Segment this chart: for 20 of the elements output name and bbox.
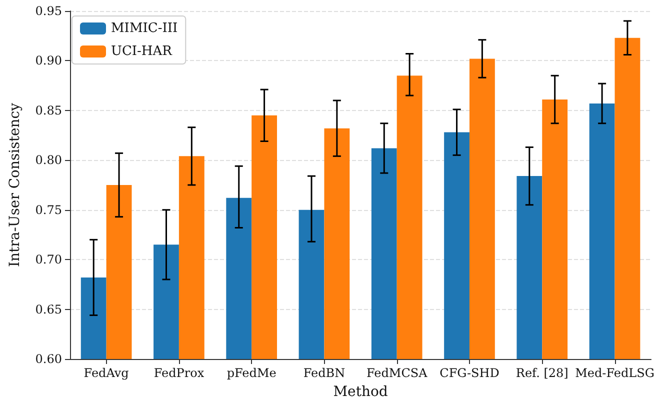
x-tick-label: FedProx bbox=[154, 366, 204, 380]
y-tick-label: 0.95 bbox=[35, 4, 62, 18]
x-axis-title: Method bbox=[333, 384, 388, 400]
y-tick-label: 0.90 bbox=[35, 54, 62, 68]
y-tick-label: 0.65 bbox=[35, 302, 62, 316]
y-tick-label: 0.75 bbox=[35, 202, 62, 217]
legend-label: UCI-HAR bbox=[111, 44, 174, 59]
x-tick-label: Ref. [28] bbox=[516, 366, 568, 380]
y-tick-label: 0.80 bbox=[35, 153, 62, 168]
y-tick-label: 0.70 bbox=[35, 252, 62, 267]
x-tick-label: FedAvg bbox=[84, 366, 130, 380]
x-tick-label: CFG-SHD bbox=[440, 366, 500, 380]
y-axis-title: Intra-User Consistency bbox=[7, 102, 23, 268]
x-tick-label: FedBN bbox=[303, 366, 346, 380]
x-tick-label: pFedMe bbox=[226, 366, 276, 380]
x-tick-label: Med-FedLSG bbox=[575, 366, 654, 380]
legend-label: MIMIC-III bbox=[111, 21, 178, 36]
x-tick-label: FedMCSA bbox=[366, 366, 428, 380]
y-tick-label: 0.85 bbox=[35, 103, 62, 118]
y-tick-label: 0.60 bbox=[35, 352, 62, 366]
